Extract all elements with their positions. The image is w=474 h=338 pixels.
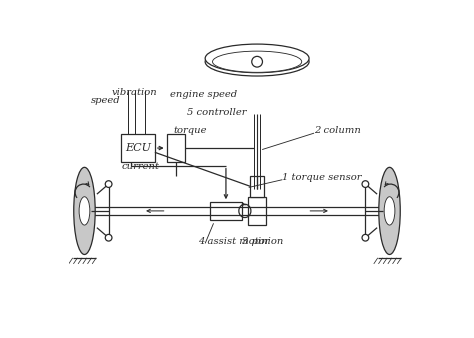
- Bar: [210, 202, 242, 220]
- Text: ECU: ECU: [125, 143, 151, 153]
- Circle shape: [105, 181, 112, 188]
- Text: vibration: vibration: [112, 88, 158, 97]
- Ellipse shape: [79, 197, 90, 225]
- Text: 2 column: 2 column: [314, 126, 361, 136]
- Text: 4 assist motor: 4 assist motor: [199, 237, 270, 246]
- Circle shape: [362, 181, 369, 188]
- Text: 3 pinion: 3 pinion: [242, 237, 283, 246]
- Text: torque: torque: [173, 126, 207, 136]
- Text: engine speed: engine speed: [170, 90, 237, 99]
- Bar: [248, 197, 266, 225]
- Text: speed: speed: [91, 96, 120, 105]
- Ellipse shape: [205, 47, 309, 76]
- Text: current: current: [121, 162, 159, 171]
- Text: 5 controller: 5 controller: [187, 108, 246, 117]
- Circle shape: [105, 234, 112, 241]
- Text: 1 torque sensor: 1 torque sensor: [282, 173, 362, 183]
- Ellipse shape: [212, 51, 301, 72]
- Bar: [166, 134, 185, 162]
- Ellipse shape: [379, 167, 400, 255]
- Bar: [250, 176, 264, 197]
- Bar: [121, 134, 155, 162]
- Ellipse shape: [74, 167, 95, 255]
- Ellipse shape: [384, 197, 395, 225]
- Circle shape: [252, 56, 263, 67]
- Circle shape: [362, 234, 369, 241]
- Ellipse shape: [205, 44, 309, 73]
